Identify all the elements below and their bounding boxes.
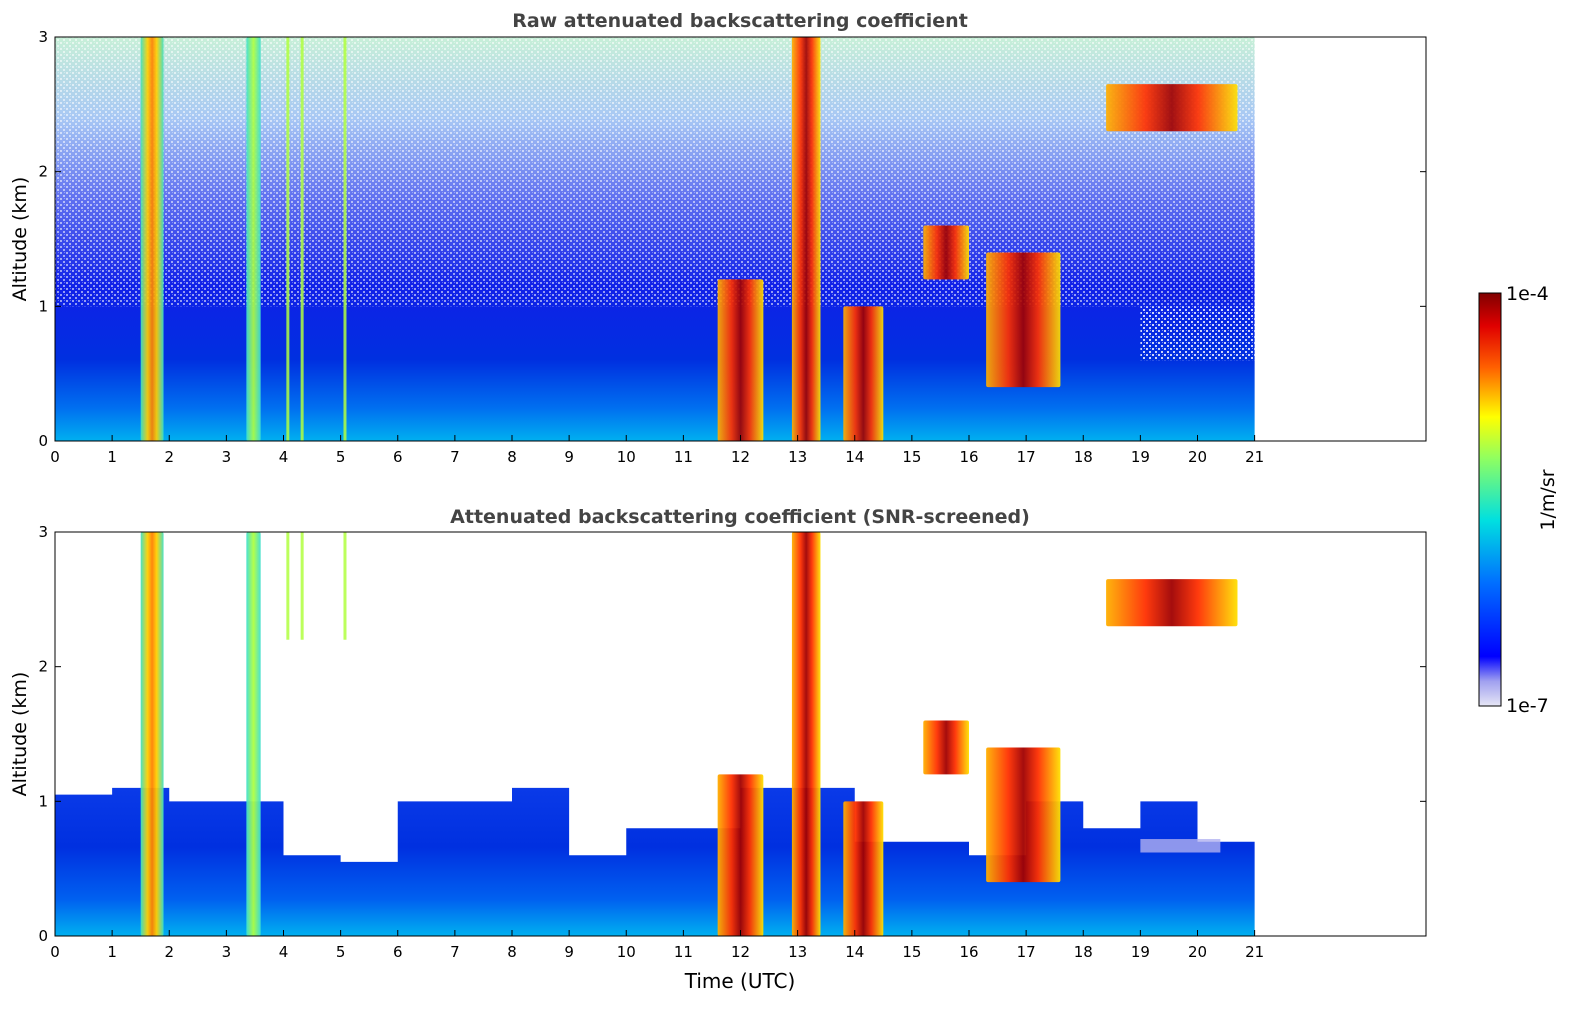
y-tick-label: 1	[38, 297, 48, 315]
x-tick-label: 17	[1017, 943, 1036, 961]
plot-area	[55, 37, 1426, 441]
filament-1	[286, 37, 290, 441]
x-tick-label: 1	[107, 943, 117, 961]
x-tick-label: 18	[1074, 943, 1093, 961]
x-tick-label: 4	[279, 943, 289, 961]
x-tick-label: 6	[393, 943, 403, 961]
x-tick-label: 3	[222, 448, 232, 466]
x-tick-label: 1	[107, 448, 117, 466]
filament-2	[300, 37, 304, 441]
x-tick-label: 7	[450, 943, 460, 961]
feature-8	[1106, 579, 1238, 627]
y-tick-label: 0	[38, 432, 48, 450]
x-tick-label: 4	[279, 448, 289, 466]
x-tick-label: 13	[788, 448, 807, 466]
x-tick-label: 9	[564, 448, 574, 466]
screened-noise-band	[1140, 839, 1221, 853]
bottom-y-axis-label: Altitude (km)	[9, 672, 31, 797]
filament-1	[286, 532, 290, 640]
y-tick-label: 3	[38, 523, 48, 541]
noise-speckle	[55, 37, 1255, 307]
noise-speckle	[1140, 306, 1255, 361]
x-tick-label: 2	[164, 448, 174, 466]
x-tick-label: 0	[50, 943, 60, 961]
bottom-panel-title: Attenuated backscattering coefficient (S…	[450, 506, 1030, 528]
y-axis: 0 1 2 3	[38, 28, 1426, 450]
x-tick-label: 19	[1131, 943, 1150, 961]
x-tick-label: 19	[1131, 448, 1150, 466]
feature-1	[140, 532, 164, 936]
feature-2	[246, 37, 261, 441]
colorbar-min-label: 1e-7	[1506, 695, 1549, 717]
x-tick-label: 16	[959, 448, 978, 466]
x-tick-label: 9	[564, 943, 574, 961]
feature-7	[986, 252, 1061, 388]
y-tick-label: 0	[38, 927, 48, 945]
filament-3	[343, 37, 347, 441]
filament-3	[343, 532, 347, 640]
x-tick-label: 11	[674, 448, 693, 466]
feature-6	[923, 225, 969, 280]
x-tick-label: 20	[1188, 448, 1207, 466]
feature-3	[717, 279, 764, 441]
x-tick-label: 21	[1245, 448, 1264, 466]
x-tick-label: 3	[222, 943, 232, 961]
feature-3	[717, 774, 764, 936]
feature-2	[246, 532, 261, 936]
x-tick-label: 15	[902, 943, 921, 961]
top-y-axis-label: Altitude (km)	[9, 177, 31, 302]
x-axis: 0 1 2 3 4 5 6 7 8 9 10 11 12 13 14 15 16 17 18 19 20 21	[50, 435, 1264, 466]
feature-7	[986, 747, 1061, 883]
feature-8	[1106, 84, 1238, 132]
x-tick-label: 8	[507, 943, 517, 961]
screened-aerosol-layer	[55, 787, 1255, 936]
plot-area	[55, 532, 1426, 936]
feature-4	[791, 532, 821, 936]
feature-5	[843, 801, 884, 936]
top-panel-title: Raw attenuated backscattering coefficien…	[512, 10, 968, 32]
y-axis: 0 1 2 3	[38, 523, 1426, 945]
x-tick-label: 15	[902, 448, 921, 466]
x-tick-label: 13	[788, 943, 807, 961]
x-tick-label: 11	[674, 943, 693, 961]
x-tick-label: 14	[845, 943, 864, 961]
y-tick-label: 1	[38, 792, 48, 810]
y-tick-label: 2	[38, 658, 48, 676]
x-tick-label: 16	[959, 943, 978, 961]
x-axis: 0 1 2 3 4 5 6 7 8 9 10 11 12 13 14 15 16 17 18 19 20 21	[50, 930, 1264, 961]
x-tick-label: 7	[450, 448, 460, 466]
x-tick-label: 2	[164, 943, 174, 961]
x-tick-label: 12	[731, 943, 750, 961]
filament-2	[300, 532, 304, 640]
colorbar: 1e-4 1e-7 1/m/sr	[1478, 283, 1559, 717]
x-tick-label: 18	[1074, 448, 1093, 466]
x-tick-label: 10	[617, 943, 636, 961]
x-tick-label: 14	[845, 448, 864, 466]
x-tick-label: 20	[1188, 943, 1207, 961]
x-tick-label: 12	[731, 448, 750, 466]
feature-4	[791, 37, 821, 441]
x-axis-label: Time (UTC)	[684, 969, 796, 993]
feature-6	[923, 720, 969, 775]
x-tick-label: 0	[50, 448, 60, 466]
feature-5	[843, 306, 884, 441]
x-tick-label: 17	[1017, 448, 1036, 466]
x-tick-label: 8	[507, 448, 517, 466]
colorbar-unit-label: 1/m/sr	[1537, 469, 1559, 530]
colorbar-gradient	[1478, 292, 1502, 707]
x-tick-label: 6	[393, 448, 403, 466]
y-tick-label: 3	[38, 28, 48, 46]
colorbar-max-label: 1e-4	[1506, 283, 1549, 305]
feature-1	[140, 37, 164, 441]
y-tick-label: 2	[38, 163, 48, 181]
x-tick-label: 5	[336, 448, 346, 466]
x-tick-label: 10	[617, 448, 636, 466]
x-tick-label: 21	[1245, 943, 1264, 961]
x-tick-label: 5	[336, 943, 346, 961]
